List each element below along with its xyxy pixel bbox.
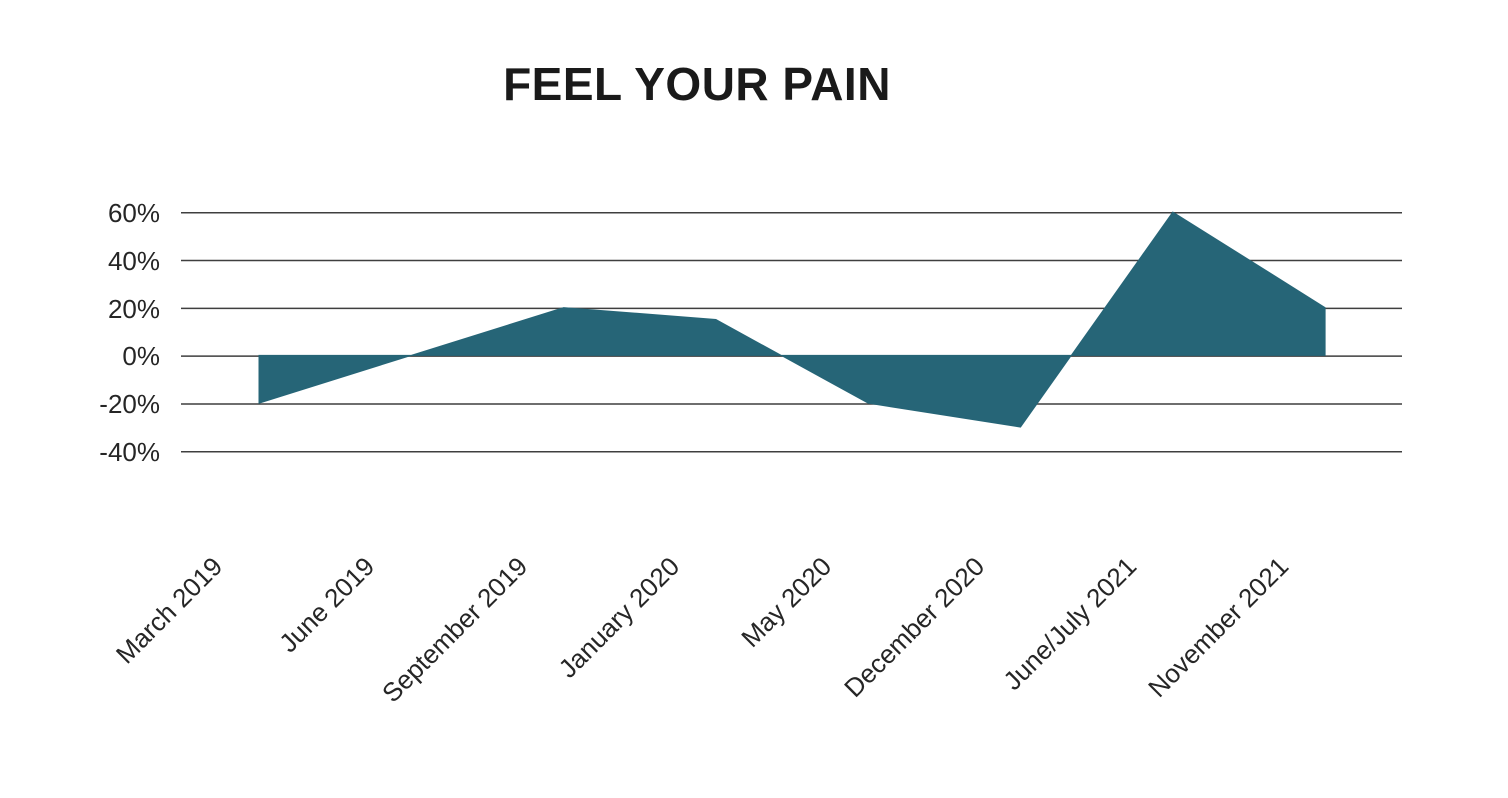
y-tick-label: 0%	[122, 341, 160, 372]
area-chart-svg	[181, 211, 1402, 453]
area-series	[258, 211, 1326, 428]
plot-area	[181, 211, 1402, 453]
y-tick-label: -40%	[99, 437, 160, 467]
y-tick-label: 20%	[107, 293, 160, 324]
chart-title: FEEL YOUR PAIN	[503, 58, 891, 110]
y-tick-label: 40%	[107, 245, 160, 276]
y-tick-label: -20%	[99, 389, 160, 420]
y-tick-label: 60%	[107, 198, 160, 228]
